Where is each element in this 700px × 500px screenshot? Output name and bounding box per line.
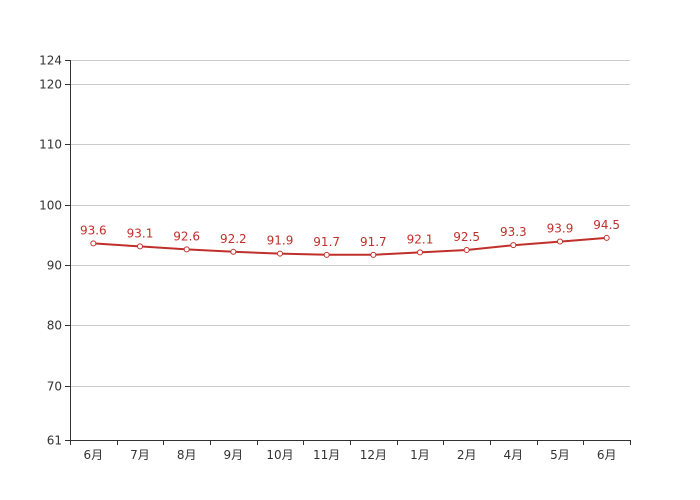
y-tick-label: 90 bbox=[47, 259, 62, 273]
data-label: 93.1 bbox=[127, 226, 154, 240]
data-label: 91.7 bbox=[360, 235, 387, 249]
data-label: 93.6 bbox=[80, 223, 107, 237]
x-tick-label: 7月 bbox=[130, 448, 150, 462]
x-tick-label: 4月 bbox=[504, 448, 524, 462]
gridlines bbox=[70, 60, 630, 387]
data-point bbox=[277, 250, 283, 257]
y-axis-ticks: 61 70 80 90 100 110 120 124 bbox=[39, 54, 70, 448]
data-label: 93.3 bbox=[500, 225, 527, 239]
data-label: 92.5 bbox=[453, 230, 480, 244]
x-tick-label: 2月 bbox=[457, 448, 477, 462]
x-axis-ticks: 6月 7月 8月 9月 10月 11月 12月 1月 2月 4月 5月 6月 bbox=[70, 440, 631, 462]
data-label: 92.1 bbox=[407, 232, 434, 246]
series-line-group bbox=[93, 236, 607, 256]
data-point bbox=[323, 251, 330, 258]
data-point bbox=[137, 243, 143, 250]
data-point bbox=[510, 242, 517, 249]
data-label: 92.6 bbox=[173, 229, 200, 243]
y-tick-label: 110 bbox=[39, 138, 62, 152]
x-tick-label: 1月 bbox=[410, 448, 430, 462]
y-tick-label: 100 bbox=[39, 199, 62, 213]
x-tick-label: 9月 bbox=[224, 448, 244, 462]
data-point bbox=[463, 247, 470, 253]
data-point bbox=[90, 240, 97, 247]
data-points bbox=[90, 234, 610, 258]
data-label: 91.9 bbox=[267, 234, 294, 248]
y-tick-label: 70 bbox=[47, 380, 62, 394]
data-point bbox=[230, 248, 237, 255]
y-tick-label: 124 bbox=[39, 54, 62, 68]
data-point bbox=[603, 234, 610, 241]
x-tick-label: 10月 bbox=[266, 448, 293, 462]
data-labels: 93.6 93.1 92.6 92.2 91.9 91.7 91.7 92.1 92.5 93.3… bbox=[80, 218, 620, 249]
data-label: 94.5 bbox=[593, 218, 620, 232]
y-tick-label: 120 bbox=[39, 78, 62, 92]
data-label: 93.9 bbox=[547, 222, 574, 236]
y-tick-label: 61 bbox=[47, 434, 62, 448]
data-label: 92.2 bbox=[220, 232, 247, 246]
x-tick-label: 6月 bbox=[597, 448, 617, 462]
x-tick-label: 8月 bbox=[177, 448, 197, 462]
data-label: 91.7 bbox=[313, 235, 340, 249]
x-tick-label: 6月 bbox=[84, 448, 104, 462]
series-line bbox=[93, 236, 607, 256]
x-tick-label: 12月 bbox=[360, 448, 387, 462]
x-tick-label: 11月 bbox=[313, 448, 340, 462]
data-point bbox=[183, 246, 190, 253]
data-point bbox=[370, 251, 377, 258]
axes bbox=[70, 60, 631, 441]
y-tick-label: 80 bbox=[47, 319, 62, 333]
x-tick-label: 5月 bbox=[550, 448, 570, 462]
data-point bbox=[557, 238, 563, 245]
data-point bbox=[417, 249, 423, 256]
